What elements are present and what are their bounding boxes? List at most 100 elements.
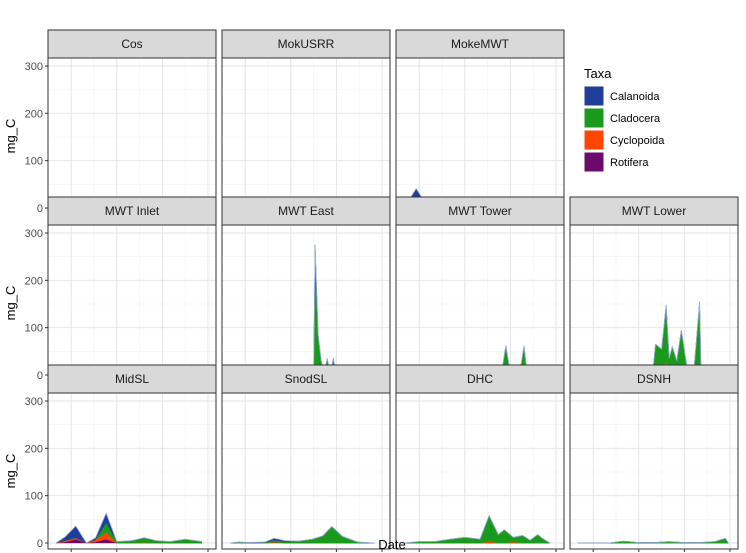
gridlines xyxy=(222,58,390,214)
x-axis-title: Date xyxy=(378,537,405,552)
facet-label: MWT East xyxy=(278,204,334,218)
y-tick-label: 0 xyxy=(37,538,43,550)
facet-label: DHC xyxy=(467,372,493,386)
facet-strip xyxy=(569,196,739,226)
plot-background xyxy=(48,225,216,381)
x-axis-ticks: OctJanAprJul xyxy=(70,549,209,552)
y-tick-label: 100 xyxy=(25,156,43,168)
y-axis-ticks: 0 100 200 300 xyxy=(25,61,48,215)
gridlines xyxy=(222,393,390,549)
legend-item-cyclopoida: Cyclopoida xyxy=(583,129,665,151)
gridlines xyxy=(48,225,216,381)
panel-border xyxy=(569,392,739,550)
facet-label: MWT Tower xyxy=(448,204,512,218)
plot-background xyxy=(570,393,738,549)
plot-background xyxy=(396,393,564,549)
area-series xyxy=(403,514,551,544)
y-axis-ticks: 0 100 200 300 xyxy=(25,396,48,550)
panel-midsl: MidSL 0 100 200 300 OctJanAprJul xyxy=(25,364,217,552)
facet-strip xyxy=(47,196,217,226)
y-tick-label: 300 xyxy=(25,61,43,73)
plot-background xyxy=(570,225,738,381)
legend-swatch xyxy=(583,107,605,129)
facet-strip xyxy=(221,196,391,226)
legend-items: Calanoida Cladocera Cyclopoida Rotifera xyxy=(583,85,665,173)
legend-label: Calanoida xyxy=(610,91,660,103)
facet-label: MokUSRR xyxy=(278,37,335,51)
panel-dsnh: DSNH OctJanAprJul xyxy=(569,364,739,552)
panel-border xyxy=(221,392,391,550)
total-outline xyxy=(578,537,729,544)
y-tick-label: 200 xyxy=(25,108,43,120)
total-outline xyxy=(55,512,202,544)
facet-label: MokeMWT xyxy=(451,37,510,51)
legend-swatch xyxy=(583,129,605,151)
y-axis-titles: mg_C mg_C mg_C xyxy=(3,119,18,489)
legend-label: Rotifera xyxy=(610,157,649,169)
facet-label: MWT Lower xyxy=(622,204,686,218)
plot-background xyxy=(222,393,390,549)
panel-mokemwt: MokeMWT xyxy=(395,29,565,215)
panel-mwt-lower: MWT Lower xyxy=(569,196,739,382)
panel-cos: Cos 0 100 200 300 xyxy=(25,29,217,215)
y-axis-title: mg_C xyxy=(3,119,18,154)
facet-label: MidSL xyxy=(115,372,149,386)
legend-label: Cladocera xyxy=(610,113,661,125)
legend: Taxa Calanoida Cladocera Cyclopoida Rotifer… xyxy=(583,66,665,173)
facet-label: Cos xyxy=(121,37,142,51)
x-axis-ticks: OctJanAprJul xyxy=(418,549,557,552)
plot-background xyxy=(396,58,564,214)
legend-swatch xyxy=(583,85,605,107)
y-tick-label: 0 xyxy=(37,370,43,382)
facet-panels: Cos 0 100 200 300 MokUSRR MokeMWT MWT Inlet 0 100… xyxy=(25,29,739,552)
legend-swatch xyxy=(583,151,605,173)
plot-background xyxy=(396,225,564,381)
y-tick-label: 300 xyxy=(25,396,43,408)
panel-snodsl: SnodSL OctJanAprJul xyxy=(221,364,391,552)
area-series xyxy=(577,537,729,544)
panel-dhc: DHC OctJanAprJul xyxy=(395,364,565,552)
y-tick-label: 200 xyxy=(25,275,43,287)
legend-label: Cyclopoida xyxy=(610,135,665,147)
y-tick-label: 100 xyxy=(25,491,43,503)
plot-background xyxy=(48,58,216,214)
facet-strip xyxy=(395,29,565,59)
plot-background xyxy=(222,58,390,214)
panel-border xyxy=(395,392,565,550)
panel-mwt-tower: MWT Tower xyxy=(395,196,565,382)
facet-strip xyxy=(47,29,217,59)
y-axis-title: mg_C xyxy=(3,286,18,321)
panel-border xyxy=(47,392,217,550)
legend-title: Taxa xyxy=(584,66,612,81)
y-tick-label: 300 xyxy=(25,228,43,240)
x-axis-ticks: OctJanAprJul xyxy=(592,549,731,552)
facet-strip xyxy=(569,364,739,394)
y-tick-label: 0 xyxy=(37,203,43,215)
panel-mwt-east: MWT East xyxy=(221,196,391,382)
y-axis-title: mg_C xyxy=(3,454,18,489)
total-outline xyxy=(403,514,551,544)
legend-item-calanoida: Calanoida xyxy=(583,85,660,107)
area-series xyxy=(229,525,375,544)
y-tick-label: 200 xyxy=(25,443,43,455)
panel-mokusrr: MokUSRR xyxy=(221,29,391,215)
facet-label: SnodSL xyxy=(285,372,328,386)
x-axis-ticks: OctJanAprJul xyxy=(244,549,383,552)
legend-item-rotifera: Rotifera xyxy=(583,151,649,173)
facet-strip xyxy=(395,364,565,394)
plot-background xyxy=(48,393,216,549)
facet-label: MWT Inlet xyxy=(105,204,160,218)
total-outline xyxy=(229,525,375,544)
facet-strip xyxy=(395,196,565,226)
gridlines xyxy=(396,58,564,214)
plot-background xyxy=(222,225,390,381)
panel-mwt-inlet: MWT Inlet 0 100 200 300 xyxy=(25,196,217,382)
y-tick-label: 100 xyxy=(25,323,43,335)
y-axis-ticks: 0 100 200 300 xyxy=(25,228,48,382)
gridlines xyxy=(570,225,738,381)
area-series xyxy=(55,512,203,544)
gridlines xyxy=(396,393,564,549)
legend-item-cladocera: Cladocera xyxy=(583,107,661,129)
facet-label: DSNH xyxy=(637,372,671,386)
